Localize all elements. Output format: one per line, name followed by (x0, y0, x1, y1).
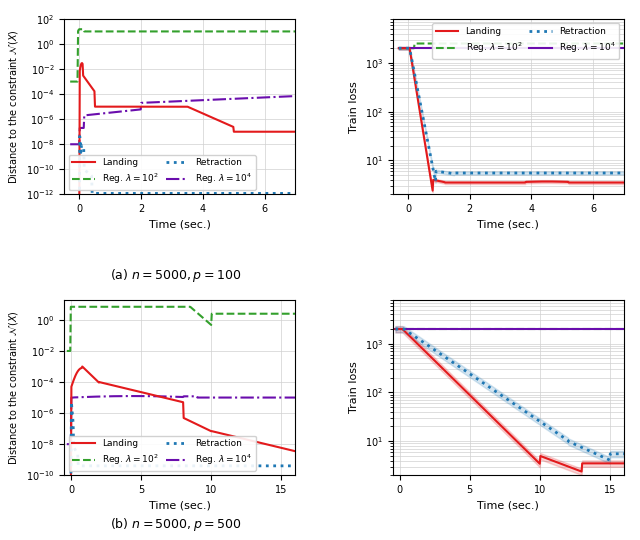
Legend: Landing, Reg. $\lambda = 10^2$, Retraction, Reg. $\lambda = 10^4$: Landing, Reg. $\lambda = 10^2$, Retracti… (68, 155, 256, 190)
X-axis label: Time (sec.): Time (sec.) (477, 220, 540, 229)
Y-axis label: Train loss: Train loss (349, 81, 359, 132)
X-axis label: Time (sec.): Time (sec.) (148, 220, 211, 229)
Y-axis label: Train loss: Train loss (349, 362, 359, 413)
X-axis label: Time (sec.): Time (sec.) (477, 501, 540, 510)
Text: (a) $n = 5000, p = 100$: (a) $n = 5000, p = 100$ (111, 267, 241, 284)
Legend: Landing, Reg. $\lambda = 10^2$, Retraction, Reg. $\lambda = 10^4$: Landing, Reg. $\lambda = 10^2$, Retracti… (68, 436, 256, 471)
Y-axis label: Distance to the constraint $\mathcal{N}(X)$: Distance to the constraint $\mathcal{N}(… (7, 29, 20, 184)
Y-axis label: Distance to the constraint $\mathcal{N}(X)$: Distance to the constraint $\mathcal{N}(… (7, 310, 20, 465)
Legend: Landing, Reg. $\lambda = 10^2$, Retraction, Reg. $\lambda = 10^4$: Landing, Reg. $\lambda = 10^2$, Retracti… (432, 23, 620, 58)
X-axis label: Time (sec.): Time (sec.) (148, 501, 211, 510)
Text: (b) $n = 5000, p = 500$: (b) $n = 5000, p = 500$ (110, 516, 242, 532)
